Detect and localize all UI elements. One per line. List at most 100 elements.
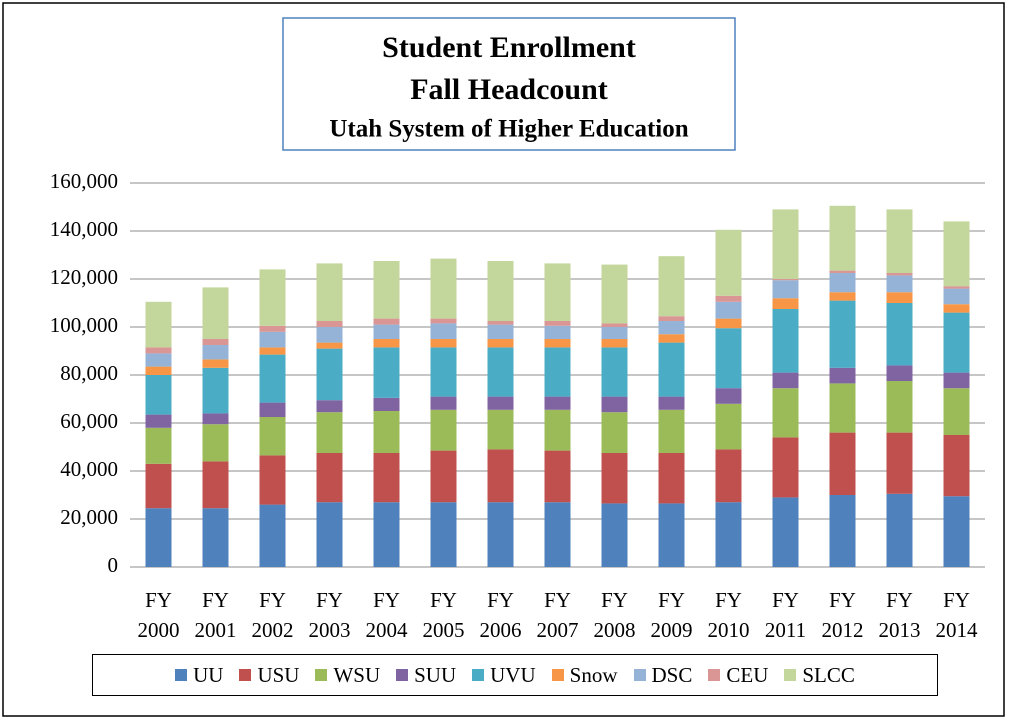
bar-segment <box>886 493 913 567</box>
chart-title: Fall Headcount <box>410 73 608 106</box>
bar-segment <box>316 263 343 321</box>
bar-segment <box>601 396 628 413</box>
bar-segment <box>658 396 685 410</box>
legend-item: CEU <box>708 663 768 688</box>
bar-segment <box>259 347 286 355</box>
legend-label: USU <box>257 662 300 687</box>
bar-segment <box>829 270 856 273</box>
bar-segment <box>487 396 514 410</box>
bar-segment <box>202 508 229 567</box>
legend-item: WSU <box>315 663 380 688</box>
bar-segment <box>316 400 343 413</box>
bar-segment <box>373 347 400 398</box>
legend-item: DSC <box>633 663 692 688</box>
y-tick-label: 40,000 <box>60 457 118 481</box>
y-tick-label: 140,000 <box>50 217 118 241</box>
bar-segment <box>601 339 628 348</box>
y-tick-label: 0 <box>108 553 119 577</box>
y-tick-label: 80,000 <box>60 361 118 385</box>
bar-segment <box>772 388 799 438</box>
bar-segment <box>886 381 913 433</box>
bar-segment <box>430 409 457 451</box>
bar-segment <box>829 495 856 567</box>
bar-segment <box>772 209 799 279</box>
bar-segment <box>487 409 514 450</box>
bar-segment <box>658 503 685 567</box>
legend-swatch <box>175 669 188 681</box>
bar-segment <box>316 327 343 343</box>
bar-segment <box>829 292 856 301</box>
bar-segment <box>601 323 628 327</box>
bar-segment <box>202 339 229 345</box>
bar-segment <box>202 461 229 509</box>
bar-segment <box>430 323 457 339</box>
x-tick-label: FY 2004 <box>365 588 408 642</box>
bar-segment <box>715 295 742 302</box>
bar-segment <box>772 497 799 567</box>
bar-segment <box>202 287 229 339</box>
bar-segment <box>430 258 457 319</box>
bar-segment <box>772 279 799 281</box>
legend-label: SUU <box>414 662 457 687</box>
x-tick-label: FY 2003 <box>308 588 351 642</box>
x-tick-label: FY 2011 <box>764 588 807 642</box>
chart-border <box>2 2 1005 717</box>
bar-segment <box>373 318 400 325</box>
legend-item: Snow <box>551 662 618 688</box>
bar-segment <box>658 334 685 343</box>
bar-segment <box>772 372 799 389</box>
bar-segment <box>145 301 172 348</box>
bar-segment <box>715 301 742 319</box>
x-tick-label: FY 2002 <box>251 588 294 642</box>
bar-segment <box>202 424 229 462</box>
legend-swatch <box>239 669 252 681</box>
bar-segment <box>145 366 172 375</box>
bar-segment <box>373 411 400 453</box>
bar-segment <box>715 229 742 296</box>
bar-segment <box>601 264 628 324</box>
legend-item: SLCC <box>784 663 855 688</box>
bar-segment <box>145 508 172 567</box>
y-tick-label: 120,000 <box>50 265 118 289</box>
legend-label: SLCC <box>802 662 855 687</box>
bar-segment <box>829 383 856 433</box>
bar-segment <box>316 348 343 401</box>
bar-segment <box>943 496 970 567</box>
bar-segment <box>145 353 172 367</box>
x-tick-label: FY 2014 <box>935 588 978 642</box>
bar-segment <box>430 339 457 348</box>
bar-segment <box>430 396 457 410</box>
bar-segment <box>373 397 400 411</box>
bar-segment <box>259 455 286 505</box>
bar-segment <box>544 339 571 348</box>
legend-label: UVU <box>490 662 536 687</box>
x-tick-label: FY 2009 <box>650 588 693 642</box>
bar-segment <box>487 502 514 567</box>
bar-segment <box>715 318 742 329</box>
bar-segment <box>373 453 400 503</box>
bar-segment <box>316 502 343 567</box>
legend-item: USU <box>239 663 299 688</box>
bar-segment <box>829 432 856 495</box>
y-tick-label: 100,000 <box>50 313 118 337</box>
bar-segment <box>373 324 400 339</box>
legend-swatch <box>633 669 646 681</box>
bar-segment <box>316 453 343 503</box>
legend-swatch <box>708 669 721 681</box>
bar-segment <box>544 396 571 410</box>
bar-segment <box>943 221 970 287</box>
bar-segment <box>772 280 799 299</box>
legend-label: CEU <box>726 662 769 687</box>
chart-subtitle: Utah System of Higher Education <box>329 116 688 143</box>
bar-segment <box>658 342 685 397</box>
bar-segment <box>487 324 514 339</box>
bar-segment <box>259 325 286 332</box>
bar-segment <box>544 347 571 397</box>
title-box <box>282 17 736 151</box>
bar-segment <box>658 316 685 321</box>
legend-label: Snow <box>569 662 618 687</box>
legend-swatch <box>315 669 328 681</box>
bar-segment <box>544 321 571 326</box>
y-tick-label: 20,000 <box>60 505 118 529</box>
